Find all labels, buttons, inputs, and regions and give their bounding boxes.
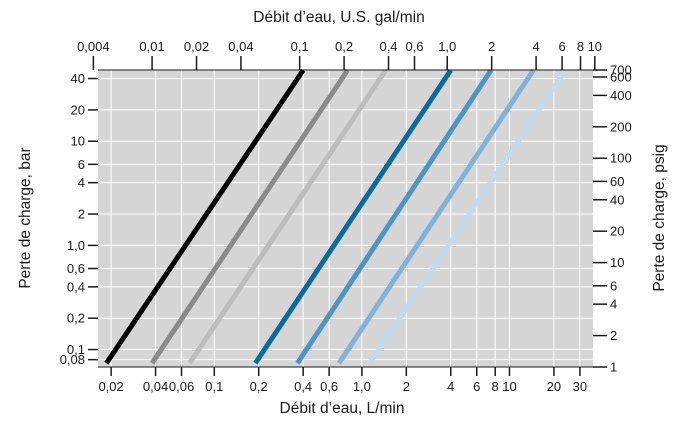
bottom-tick-label: 30 [573,379,587,394]
top-tick-label: 0,004 [77,39,110,54]
bottom-tick-label: 0,1 [205,379,223,394]
bottom-tick-label: 20 [547,379,561,394]
right-tick-label: 6 [610,278,617,293]
top-tick-label: 4 [532,39,539,54]
right-tick-label: 400 [610,88,632,103]
bottom-tick-label: 4 [447,379,454,394]
bottom-tick-label: 0,06 [169,379,194,394]
bottom-axis-title: Débit d’eau, L/min [280,400,405,417]
top-tick-label: 0,2 [335,39,353,54]
top-tick-label: 0,6 [405,39,423,54]
bottom-tick-label: 0,04 [143,379,168,394]
bottom-tick-label: 0,6 [320,379,338,394]
right-tick-label: 600 [610,69,632,84]
series-line-2 [150,68,350,365]
left-tick-label: 1,0 [67,238,85,253]
series-line-3 [187,68,388,365]
top-tick-label: 0,04 [228,39,253,54]
left-tick-label: 4 [78,175,85,190]
right-tick-label: 4 [610,297,617,312]
right-axis-title: Perte de charge, psig [651,144,668,291]
series-line-6 [336,68,536,365]
top-tick-label: 6 [558,39,565,54]
series-line-5 [295,68,494,365]
series-line-1 [104,68,306,365]
top-tick-label: 0,1 [291,39,309,54]
left-tick-label: 0,6 [67,261,85,276]
left-tick-label: 6 [78,157,85,172]
bottom-tick-label: 0,4 [294,379,312,394]
bottom-tick-label: 0,02 [98,379,123,394]
top-tick-label: 2 [488,39,495,54]
bottom-tick-label: 8 [492,379,499,394]
series-group [104,68,568,365]
left-tick-label: 40 [71,71,85,86]
left-tick-label: 0,08 [60,352,85,367]
left-axis-title: Perte de charge, bar [17,147,34,288]
left-tick-label: 2 [78,207,85,222]
series-line-4 [253,68,453,365]
left-tick-label: 20 [71,102,85,117]
left-tick-label: 0,1 [67,342,85,357]
axes [98,69,593,368]
top-tick-label: 8 [577,39,584,54]
top-tick-label: 1,0 [438,39,456,54]
bottom-tick-label: 1,0 [353,379,371,394]
right-tick-label: 20 [610,224,624,239]
left-tick-label: 10 [71,134,85,149]
bottom-tick-label: 10 [502,379,516,394]
plot-background [98,70,593,367]
gridlines [98,70,593,367]
right-tick-label: 1 [610,360,617,375]
top-tick-label: 10 [588,39,602,54]
right-tick-label: 200 [610,119,632,134]
bottom-tick-label: 0,2 [250,379,268,394]
right-tick-label: 700 [610,63,632,78]
top-tick-label: 0,02 [184,39,209,54]
right-tick-label: 60 [610,174,624,189]
left-tick-label: 0,4 [67,279,85,294]
series-line-7 [367,68,568,365]
top-axis-title: Débit d’eau, U.S. gal/min [253,9,424,26]
top-tick-label: 0,01 [139,39,164,54]
left-tick-label: 0,2 [67,311,85,326]
bottom-tick-label: 2 [403,379,410,394]
bottom-tick-label: 6 [473,379,480,394]
top-tick-label: 0,4 [379,39,397,54]
tick-marks: 0,02 0,04 0,06 0,1 0,2 0,4 0,6 1,0 2 4 6 8 10 20 300,0… [60,39,632,394]
right-tick-label: 10 [610,255,624,270]
right-tick-label: 100 [610,151,632,166]
right-tick-label: 2 [610,328,617,343]
right-tick-label: 40 [610,192,624,207]
